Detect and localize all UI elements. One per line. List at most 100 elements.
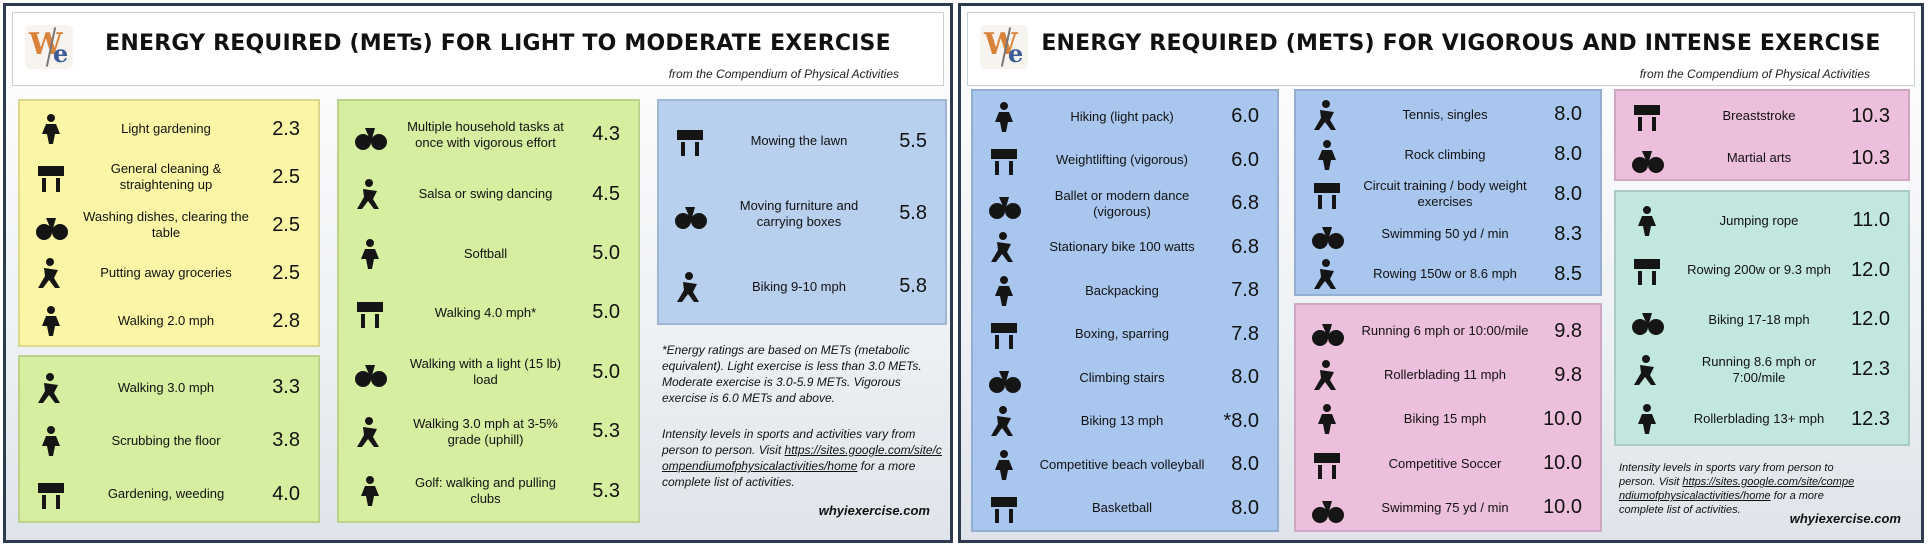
activity-row: Rollerblading 13+ mph 12.3 <box>1616 394 1908 444</box>
activity-icon <box>991 497 1017 524</box>
activity-label: Competitive Soccer <box>1388 455 1502 471</box>
icon-shape <box>1634 105 1660 131</box>
met-value: 10.3 <box>1851 104 1890 127</box>
met-value: 8.0 <box>1231 496 1259 519</box>
icon-shape <box>1634 354 1656 385</box>
activity-row: Martial arts 10.3 <box>1616 137 1908 179</box>
activity-label: Running 6 mph or 10:00/mile <box>1361 323 1529 339</box>
met-value: 3.8 <box>272 429 300 452</box>
activity-row: Competitive Soccer 10.0 <box>1296 442 1600 486</box>
activity-row: Biking 9-10 mph 5.8 <box>659 250 945 323</box>
icon-shape <box>36 218 68 240</box>
icon-shape <box>42 114 60 144</box>
met-value: 5.0 <box>592 242 620 265</box>
activity-box: Breaststroke 10.3 Martial arts 10.3 <box>1614 89 1910 181</box>
icon-shape <box>1314 99 1336 130</box>
note-text: Intensity levels in sports vary from per… <box>1619 462 1834 488</box>
activity-label: Ballet or modern dance (vigorous) <box>1054 187 1190 219</box>
activity-label: Mowing the lawn <box>750 133 848 149</box>
activity-label: Climbing stairs <box>1079 369 1165 385</box>
icon-shape <box>1314 183 1340 210</box>
activity-row: Biking 17-18 mph 12.0 <box>1616 295 1908 345</box>
activity-label: Boxing, sparring <box>1075 326 1169 342</box>
met-value: 10.3 <box>1851 146 1890 169</box>
activity-icon <box>1318 139 1336 170</box>
met-value: 5.8 <box>899 275 927 298</box>
activity-label: Martial arts <box>1726 150 1792 165</box>
activity-icon <box>355 127 387 150</box>
activity-box: Walking 3.0 mph 3.3 Scrubbing the floor 3.8… <box>18 355 320 523</box>
met-value: 2.3 <box>272 117 300 140</box>
activity-icon <box>1634 105 1660 131</box>
activity-label: Circuit training / body weight exercises <box>1363 178 1527 210</box>
activity-label: Breaststroke <box>1722 108 1796 123</box>
met-value: 7.8 <box>1231 322 1259 345</box>
met-value: 10.0 <box>1543 407 1582 430</box>
activity-label: Putting away groceries <box>100 265 232 280</box>
note-link[interactable]: https://sites.google.com/site/compendium… <box>662 443 942 473</box>
activity-label: Golf: walking and pulling clubs <box>415 475 556 507</box>
activity-icon <box>1632 312 1664 335</box>
icon-shape <box>38 166 64 192</box>
logo-letter: e <box>1008 39 1024 68</box>
activity-row: Running 8.6 mph or 7:00/mile 12.3 <box>1616 345 1908 395</box>
activity-box: Mowing the lawn 5.5 Moving furniture and c… <box>657 99 947 325</box>
activity-row: Backpacking 7.8 <box>973 269 1277 313</box>
activity-icon <box>42 114 60 144</box>
met-value: 9.8 <box>1554 363 1582 386</box>
activity-row: Scrubbing the floor 3.8 <box>20 414 318 467</box>
activity-label: Biking 15 mph <box>1403 411 1487 427</box>
activity-icon <box>991 149 1017 176</box>
met-value: 11.0 <box>1852 209 1890 232</box>
activity-icon <box>357 416 379 447</box>
note-link[interactable]: https://sites.google.com/site/compendium… <box>1619 476 1855 502</box>
met-value: 8.0 <box>1231 453 1259 476</box>
icon-shape <box>1638 404 1656 435</box>
activity-row: Rowing 150w or 8.6 mph 8.5 <box>1296 254 1600 294</box>
activity-label: Basketball <box>1092 500 1152 516</box>
met-value: 4.3 <box>592 123 620 146</box>
met-value: 7.8 <box>1231 279 1259 302</box>
activity-icon <box>989 196 1021 219</box>
activity-icon <box>357 179 379 210</box>
activity-row: Washing dishes, clearing the table 2.5 <box>20 201 318 249</box>
subtitle: from the Compendium of Physical Activiti… <box>668 67 899 81</box>
met-value: 5.0 <box>592 301 620 324</box>
activity-icon <box>677 130 703 157</box>
activity-icon <box>1314 183 1340 210</box>
met-value: 6.0 <box>1231 105 1259 128</box>
activity-label: Biking 17-18 mph <box>1708 311 1810 327</box>
activity-row: Weightlifting (vigorous) 6.0 <box>973 139 1277 183</box>
activity-icon <box>989 370 1021 393</box>
logo-letter: e <box>53 39 69 68</box>
activity-row: Biking 15 mph 10.0 <box>1296 397 1600 441</box>
met-value: 9.8 <box>1554 319 1582 342</box>
activity-label: Scrubbing the floor <box>111 432 221 448</box>
activity-label: Walking 2.0 mph <box>117 313 215 328</box>
activity-label: Running 8.6 mph or 7:00/mile <box>1701 353 1817 385</box>
activity-row: Running 6 mph or 10:00/mile 9.8 <box>1296 309 1600 353</box>
activity-row: Moving furniture and carrying boxes 5.8 <box>659 178 945 251</box>
activity-row: Basketball 8.0 <box>973 487 1277 531</box>
icon-shape <box>355 365 387 388</box>
met-value: 10.0 <box>1543 496 1582 519</box>
activity-label: Rock climbing <box>1404 146 1486 162</box>
met-value: 2.5 <box>272 165 300 188</box>
activity-row: Breaststroke 10.3 <box>1616 95 1908 137</box>
activity-icon <box>1638 205 1656 236</box>
activity-box: Light gardening 2.3 General cleaning & str… <box>18 99 320 347</box>
activity-icon <box>1314 452 1340 479</box>
activity-row: Biking 13 mph *8.0 <box>973 400 1277 444</box>
activity-label: Swimming 75 yd / min <box>1381 499 1509 515</box>
met-value: 5.8 <box>899 202 927 225</box>
activity-icon <box>42 425 60 456</box>
activity-label: Rollerblading 11 mph <box>1384 367 1506 383</box>
activity-row: Light gardening 2.3 <box>20 105 318 153</box>
met-value: 8.0 <box>1554 182 1582 205</box>
note-text: for a more complete list of activities. <box>1619 490 1824 516</box>
activity-row: Walking 2.0 mph 2.8 <box>20 297 318 345</box>
icon-shape <box>991 406 1013 437</box>
activity-icon <box>1314 360 1336 391</box>
